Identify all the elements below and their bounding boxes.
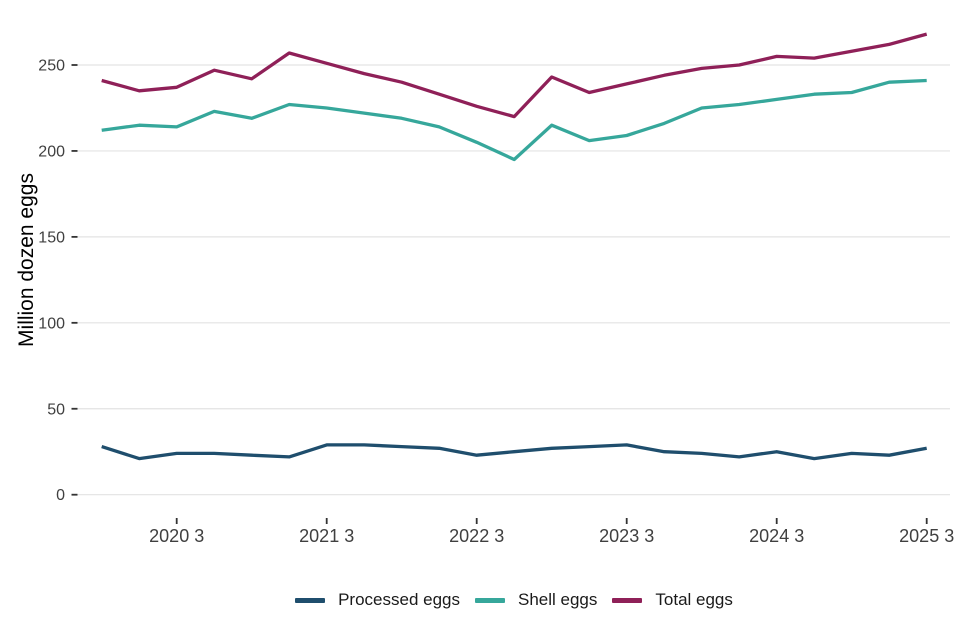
y-axis-ticks: 0 50 100 150 200 250: [38, 58, 78, 504]
x-tick-label: 2020 3: [149, 526, 204, 546]
gridlines: [77, 64, 950, 496]
y-tick-label: 150: [38, 229, 65, 246]
x-tick-label: 2025 3: [899, 526, 954, 546]
x-tick-label: 2022 3: [449, 526, 504, 546]
y-axis-title: Million dozen eggs: [15, 173, 38, 347]
legend-swatch: [475, 597, 505, 603]
legend-label: Shell eggs: [518, 590, 598, 609]
y-tick-label: 200: [38, 143, 65, 160]
legend-swatch: [295, 597, 326, 603]
y-tick-label: 250: [38, 58, 65, 75]
y-tick-label: 100: [38, 315, 65, 332]
series-line-shell-eggs: [101, 78, 927, 162]
legend: Processed eggs Shell eggs Total eggs: [0, 588, 960, 612]
legend-item-processed-eggs: Processed eggs: [295, 588, 460, 612]
data-series-lines: [101, 32, 928, 461]
legend-item-shell-eggs: Shell eggs: [475, 588, 597, 612]
y-tick-label: 50: [47, 401, 65, 418]
x-tick-label: 2024 3: [749, 526, 804, 546]
legend-item-total-eggs: Total eggs: [612, 588, 733, 612]
y-tick-label: 0: [56, 487, 65, 504]
x-tick-label: 2023 3: [599, 526, 654, 546]
legend-swatch: [612, 597, 643, 603]
legend-label: Total eggs: [655, 590, 733, 609]
x-axis-ticks: 2020 3 2021 3 2022 3 2023 3 2024 3 2025 3: [149, 518, 954, 546]
series-line-processed-eggs: [101, 443, 927, 461]
series-line-total-eggs: [101, 32, 928, 119]
legend-label: Processed eggs: [338, 590, 460, 609]
x-tick-label: 2021 3: [299, 526, 354, 546]
line-chart-canvas: 0 50 100 150 200 250 2020 3 2021 3 2022 3 2023 3…: [15, 32, 954, 546]
